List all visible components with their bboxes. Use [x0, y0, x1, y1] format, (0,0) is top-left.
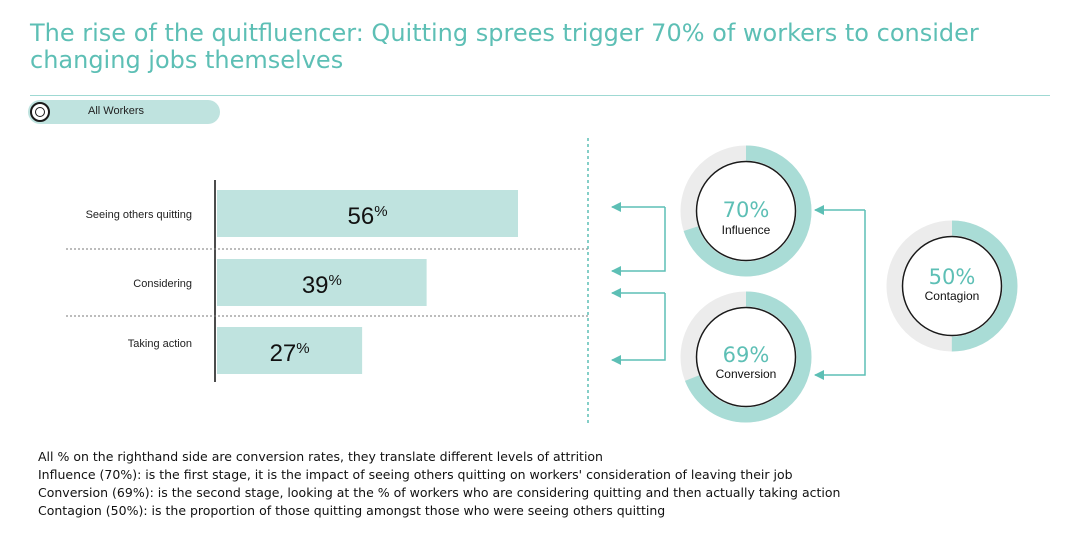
donut-value-label: 70% — [723, 198, 770, 222]
bar-seeing-others-quitting — [217, 190, 518, 237]
donut-conversion — [680, 291, 812, 423]
donut-inner — [901, 235, 1003, 337]
bar-considering — [217, 259, 427, 306]
bar-value-label: 56% — [348, 203, 388, 230]
category-label: Seeing others quitting — [86, 209, 192, 221]
donut-arc — [680, 291, 812, 423]
filter-label: All Workers — [88, 105, 145, 117]
page-title: The rise of the quitfluencer: Quitting s… — [30, 19, 979, 74]
donut-name-label: Conversion — [716, 367, 777, 381]
arrow-connector — [611, 293, 666, 365]
donut-inner — [695, 306, 797, 408]
category-label: Considering — [133, 278, 192, 290]
arrow-connector — [814, 210, 866, 380]
arrow-connector — [611, 207, 666, 276]
bar-value-label: 39% — [302, 272, 342, 299]
donut-value-label: 50% — [929, 265, 976, 289]
donut-arc — [886, 220, 1018, 352]
title-divider — [30, 95, 1050, 96]
footnotes: All % on the righthand side are conversi… — [38, 448, 840, 520]
radio-icon[interactable] — [30, 102, 50, 122]
category-label: Taking action — [128, 338, 192, 350]
donut-value-label: 69% — [723, 343, 770, 367]
donut-inner — [695, 160, 797, 262]
footnote: Influence (70%): is the first stage, it … — [38, 467, 793, 482]
footnote: Contagion (50%): is the proportion of th… — [38, 503, 666, 518]
donut-arc — [680, 145, 812, 277]
bar-value-label: 27% — [270, 340, 310, 367]
donut-name-label: Influence — [722, 223, 771, 237]
footnote: Conversion (69%): is the second stage, l… — [38, 485, 841, 500]
donut-contagion — [886, 220, 1018, 352]
bar-taking-action — [217, 327, 363, 374]
donut-influence — [680, 145, 812, 277]
all-workers-filter[interactable]: All Workers — [28, 100, 220, 124]
donut-name-label: Contagion — [925, 289, 980, 303]
footnote: All % on the righthand side are conversi… — [38, 449, 603, 464]
